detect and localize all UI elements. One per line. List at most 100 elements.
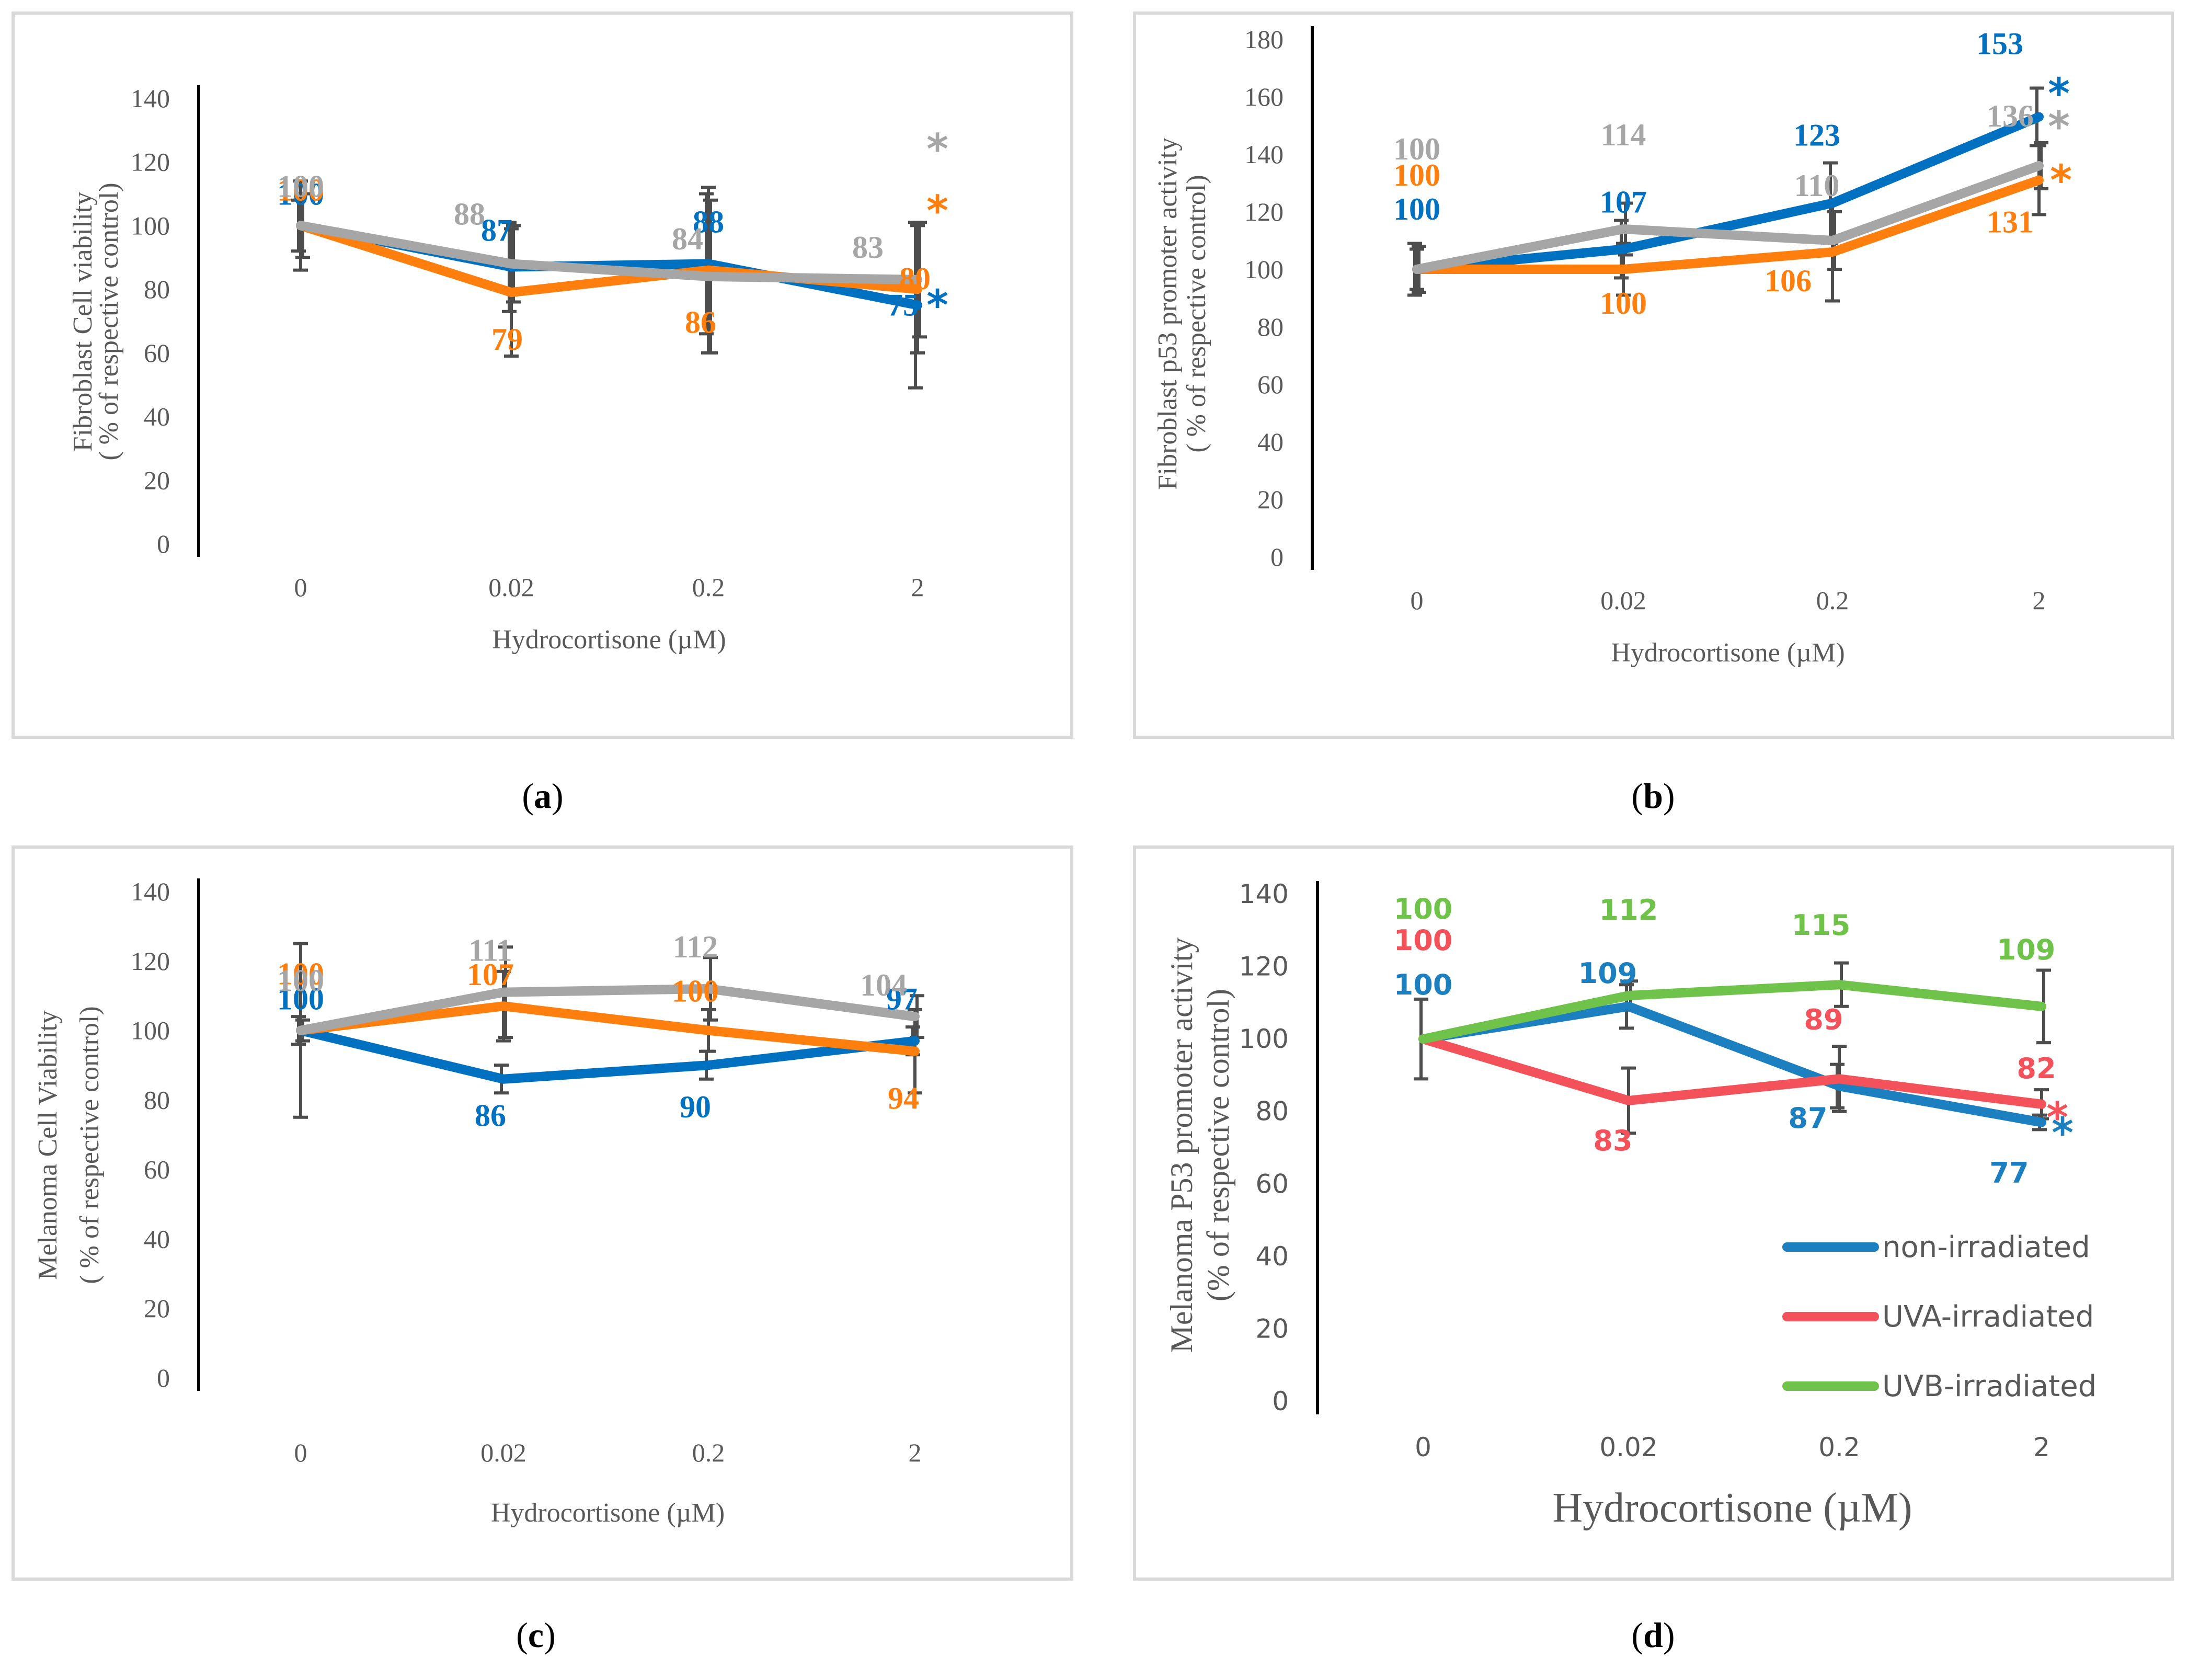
y-tick-label: 20: [1255, 1313, 1289, 1344]
y-tick-label: 120: [1244, 197, 1284, 226]
panel-frame: [12, 845, 1073, 1581]
y-tick-label: 80: [1257, 312, 1284, 341]
data-label: 77: [1989, 1157, 2029, 1190]
y-axis-title-line1: Melanoma P53 promoter activity: [1164, 938, 1199, 1353]
y-tick-label: 140: [1244, 140, 1284, 169]
panel-b: 0 20 40 60 80 100 120 140 160 180 0 0.02 0.2 2 Hydroco…: [1133, 12, 2174, 816]
y-axis-title-line2: (% of respective control): [1201, 989, 1235, 1301]
significance-star: *: [2052, 1109, 2074, 1158]
panel-c: 0 20 40 60 80 100 120 140 0 0.02 0.2 2 Hydrocortison…: [12, 845, 1073, 1655]
y-tick-label: 60: [144, 338, 170, 368]
y-tick-label: 0: [1270, 542, 1284, 572]
caption-part: (: [1631, 776, 1643, 816]
y-tick-label: 160: [1244, 82, 1284, 111]
series-line-non-irradiated: [1412, 112, 2044, 274]
data-label: 83: [852, 230, 884, 265]
data-label: 115: [1792, 909, 1851, 942]
y-tick-label: 0: [157, 529, 170, 558]
data-label: 90: [680, 1090, 711, 1124]
y-tick-label: 140: [131, 877, 170, 906]
series-line-UVB-irradiated: [1418, 980, 2046, 1044]
data-label: 153: [1976, 27, 2023, 61]
data-label: 87: [481, 213, 512, 248]
data-label: 100: [1393, 132, 1440, 166]
x-tick-label: 0.02: [1599, 1432, 1657, 1462]
y-tick-label: 80: [144, 275, 170, 304]
x-tick-label: 0.02: [488, 573, 534, 602]
panel-a: 0 20 40 60 80 100 120 140 0 0.02 0.2 2 Hydrocortison…: [12, 12, 1073, 816]
y-tick-label: 100: [1244, 255, 1284, 284]
data-label: 106: [1765, 264, 1812, 298]
y-tick-label: 60: [1255, 1169, 1289, 1199]
x-tick-label: 0.2: [692, 573, 725, 602]
caption-part: b: [1643, 776, 1663, 816]
data-label: 100: [277, 957, 324, 991]
x-axis-title: Hydrocortisone (µM): [492, 625, 726, 655]
data-label: 100: [1394, 924, 1453, 957]
x-tick-label: 2: [911, 573, 924, 602]
y-tick-label: 100: [131, 1016, 170, 1045]
data-label: 100: [1393, 192, 1440, 226]
panel-caption: (b): [1631, 776, 1675, 816]
significance-star: *: [2048, 102, 2070, 151]
y-tick-label: 80: [1255, 1096, 1289, 1127]
data-label: 114: [1601, 118, 1646, 152]
data-label: 100: [672, 974, 719, 1009]
caption-part: ): [552, 776, 564, 816]
panel-d: 0 20 40 60 80 100 120 140 0 0.02 0.2 2 Hydrocortison…: [1133, 845, 2174, 1655]
y-tick-label: 0: [1272, 1386, 1289, 1416]
x-tick-label: 0: [294, 1438, 307, 1467]
significance-star: *: [2048, 70, 2070, 118]
data-label: 111: [468, 933, 512, 968]
panel-caption: (c): [516, 1615, 556, 1655]
significance-star: *: [926, 125, 948, 174]
data-label: 87: [1788, 1102, 1827, 1135]
y-tick-label: 40: [1257, 427, 1284, 456]
data-label: 123: [1793, 118, 1840, 153]
data-label: 109: [1578, 957, 1637, 990]
series-line-non-irradiated: [296, 1025, 920, 1084]
y-tick-label: 140: [1239, 879, 1289, 909]
y-tick-label: 40: [144, 402, 170, 431]
y-tick-label: 20: [1257, 485, 1284, 514]
y-tick-label: 60: [1257, 370, 1284, 399]
x-tick-label: 0: [1411, 586, 1424, 615]
caption-part: (: [522, 776, 534, 816]
x-tick-label: 0.2: [692, 1438, 725, 1467]
y-axis-title-line1: Fibroblast p53 promoter activity: [1153, 138, 1183, 490]
x-tick-label: 0.2: [1818, 1432, 1860, 1462]
caption-part: (: [1631, 1615, 1643, 1655]
legend-label: UVA-irradiated: [1882, 1300, 2094, 1334]
x-axis-title: Hydrocortisone (µM): [491, 1498, 725, 1528]
panel-frame: [1133, 845, 2174, 1581]
y-tick-label: 180: [1244, 25, 1284, 54]
legend-label: UVB-irradiated: [1882, 1369, 2097, 1403]
data-label: 84: [672, 222, 703, 256]
data-label: 82: [2017, 1052, 2056, 1085]
data-label: 88: [454, 197, 485, 231]
caption-part: a: [534, 776, 552, 816]
data-label: 100: [277, 982, 324, 1016]
data-label: 131: [1987, 205, 2034, 239]
data-label: 86: [685, 305, 716, 340]
y-axis-title-line2: ( % of respective control): [1182, 175, 1211, 452]
y-axis-title-line1: Fibroblast Cell viability: [68, 192, 98, 452]
y-tick-label: 100: [131, 211, 170, 240]
data-label: 104: [860, 968, 907, 1002]
data-label: 88: [693, 204, 724, 239]
significance-star: *: [2050, 156, 2072, 205]
data-label: 100: [1393, 158, 1440, 192]
caption-part: ): [1663, 1615, 1675, 1655]
y-tick-label: 60: [144, 1155, 170, 1184]
data-label: 79: [491, 322, 523, 357]
data-label: 80: [899, 261, 931, 296]
x-tick-label: 2: [2033, 1432, 2050, 1462]
data-label: 89: [1804, 1003, 1843, 1036]
x-tick-label: 0: [1415, 1432, 1431, 1462]
data-label: 112: [673, 930, 718, 964]
y-tick-label: 40: [1255, 1241, 1289, 1272]
data-label: 109: [1997, 933, 2056, 966]
data-label: 100: [277, 169, 324, 203]
data-label: 100: [1394, 968, 1453, 1001]
